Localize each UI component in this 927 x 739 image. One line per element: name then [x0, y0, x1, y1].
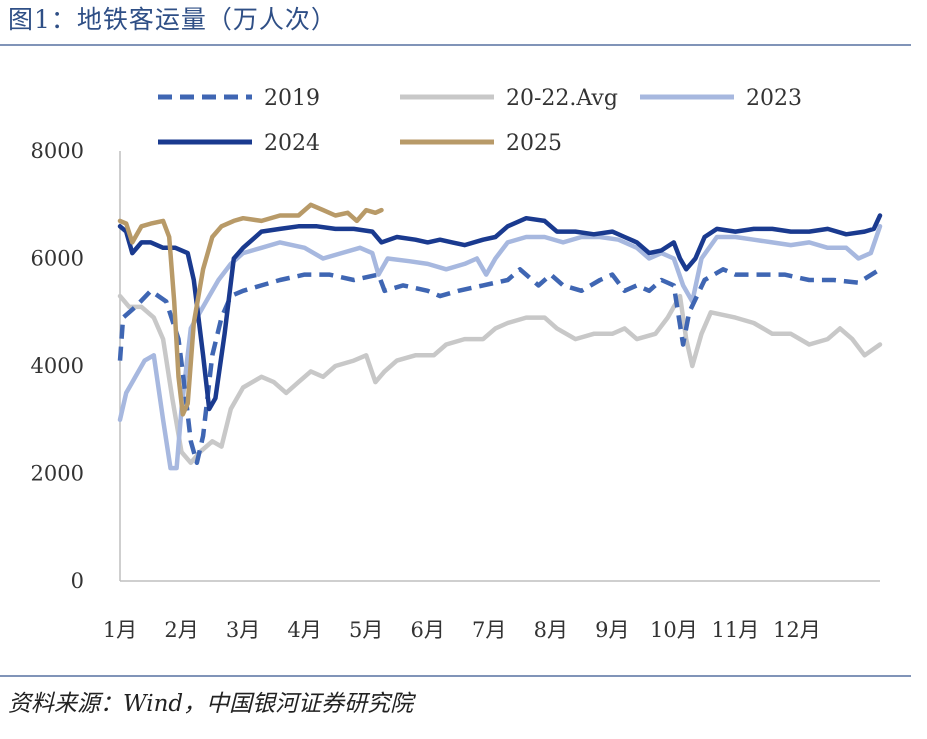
series-line-2025	[117, 202, 384, 417]
x-tick-label: 8月	[534, 618, 568, 642]
legend-label: 2023	[746, 86, 802, 111]
series-line-2024	[117, 213, 883, 412]
x-axis: 1月 2月 3月 4月 5月 6月 7月 8月 9月 10月 11月 12月	[103, 580, 880, 642]
x-tick-label: 11月	[712, 618, 760, 642]
figure-title: 图1：地铁客运量（万人次）	[8, 5, 337, 34]
source-note: 资料来源：Wind，中国银河证券研究院	[8, 691, 414, 717]
legend: 2019 20-22.Avg 2023 2024 2025	[158, 86, 802, 156]
y-tick-label: 6000	[31, 247, 84, 271]
source-divider	[0, 675, 911, 677]
legend-label: 20-22.Avg	[506, 86, 618, 111]
line-chart: 2019 20-22.Avg 2023 2024 2025 0 2000 4000 6000 8…	[31, 86, 883, 642]
y-tick-label: 4000	[31, 354, 84, 378]
legend-label: 2024	[264, 131, 320, 156]
x-tick-label: 3月	[226, 618, 260, 642]
x-tick-label: 5月	[349, 618, 383, 642]
x-tick-label: 9月	[595, 618, 629, 642]
legend-label: 2019	[264, 86, 320, 111]
x-tick-label: 7月	[472, 618, 506, 642]
series-line-2019	[117, 267, 882, 466]
x-tick-label: 1月	[103, 618, 137, 642]
x-tick-label: 10月	[650, 618, 698, 642]
x-tick-label: 4月	[287, 618, 321, 642]
y-tick-label: 8000	[31, 139, 84, 163]
y-tick-label: 2000	[31, 462, 84, 486]
series-layer	[117, 202, 883, 471]
y-axis: 0 2000 4000 6000 8000	[31, 139, 121, 593]
series-line-20-22.Avg	[117, 293, 883, 466]
legend-label: 2025	[506, 131, 562, 156]
x-tick-label: 6月	[411, 618, 445, 642]
y-tick-label: 0	[71, 569, 84, 593]
x-tick-label: 2月	[164, 618, 198, 642]
title-divider	[0, 44, 911, 46]
x-tick-label: 12月	[773, 618, 821, 642]
